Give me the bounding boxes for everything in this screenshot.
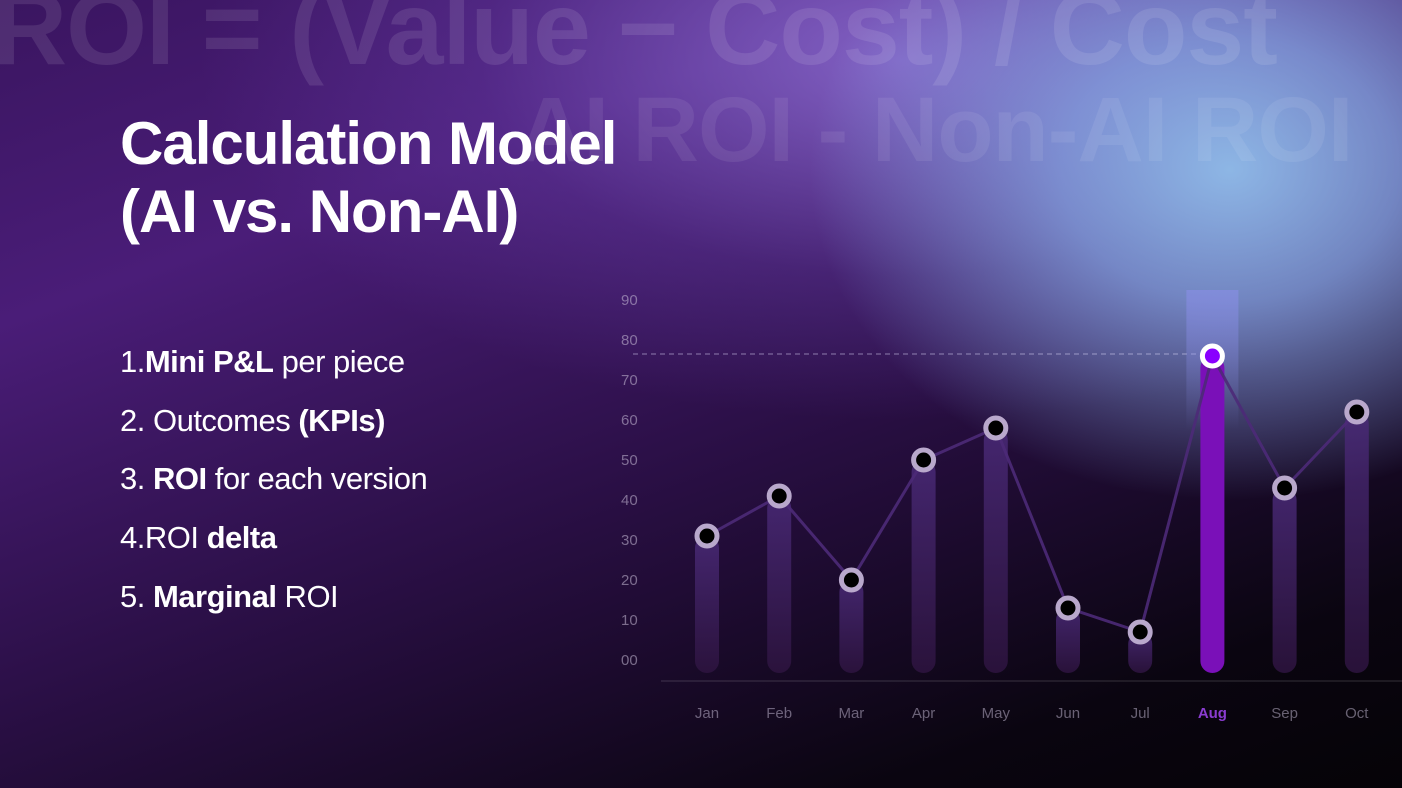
y-tick-label: 10: [621, 612, 638, 629]
x-tick-label: May: [982, 705, 1011, 722]
x-tick-label: Jun: [1056, 705, 1080, 722]
list-emphasis: delta: [206, 520, 277, 556]
data-point-jun: [1055, 595, 1081, 621]
x-tick-label: Feb: [766, 705, 792, 722]
list-number: 3.: [120, 461, 153, 497]
bar-feb: [767, 496, 792, 673]
data-point-mar: [838, 567, 864, 593]
x-tick-label: Oct: [1345, 705, 1369, 722]
y-tick-label: 70: [621, 372, 638, 389]
list-emphasis: Mini P&L: [144, 344, 274, 379]
list-item: 3. ROI for each version: [120, 461, 428, 520]
data-point-feb: [766, 483, 792, 509]
list-number: 4.: [120, 520, 145, 556]
bar-apr: [911, 460, 936, 673]
data-point-apr: [911, 447, 937, 473]
list-text: ROI: [144, 520, 207, 556]
bar-oct: [1344, 412, 1369, 673]
x-tick-label: Aug: [1198, 705, 1227, 722]
bar-may: [983, 428, 1008, 673]
x-tick-label: Jan: [695, 705, 719, 722]
list-number: 5.: [120, 578, 153, 614]
y-tick-label: 50: [621, 452, 638, 469]
y-tick-label: 40: [621, 492, 638, 509]
y-tick-label: 60: [621, 412, 638, 429]
list-emphasis: ROI: [152, 461, 207, 497]
list-emphasis: (KPIs): [298, 402, 385, 438]
list-emphasis: Marginal: [152, 578, 277, 614]
page-title: Calculation Model (AI vs. Non-AI): [120, 110, 617, 246]
data-point-oct: [1344, 399, 1370, 425]
title-line-2: (AI vs. Non-AI): [120, 178, 519, 245]
list-item: 1.Mini P&L per piece: [120, 344, 427, 403]
list-text: for each version: [206, 461, 428, 497]
list-number: 1.: [120, 344, 145, 379]
bar-jan: [695, 536, 719, 673]
x-tick-label: Mar: [838, 705, 864, 722]
steps-list: 1.Mini P&L per piece 2. Outcomes (KPIs) 3.…: [120, 344, 428, 638]
list-item: 5. Marginal ROI: [120, 579, 427, 638]
x-tick-label: Sep: [1271, 705, 1298, 722]
trend-line: [706, 351, 1358, 634]
x-tick-label: Apr: [912, 705, 935, 722]
title-line-1: Calculation Model: [120, 110, 617, 177]
bar-aug: [1200, 356, 1225, 673]
bar-mar: [839, 580, 864, 673]
y-tick-label: 00: [621, 652, 638, 669]
background-formula: ROI = (Value − Cost) / Cost: [0, 0, 1278, 87]
list-number: 2.: [120, 402, 153, 438]
list-item: 2. Outcomes (KPIs): [120, 403, 427, 462]
list-text: ROI: [276, 578, 339, 614]
list-text: Outcomes: [152, 402, 299, 438]
data-point-may: [983, 415, 1009, 441]
y-tick-label: 90: [621, 292, 638, 309]
bar-sep: [1272, 488, 1297, 673]
x-tick-label: Jul: [1131, 705, 1150, 722]
data-point-aug: [1199, 343, 1225, 369]
background-delta-formula: AI ROI - Non-AI ROI: [518, 79, 1353, 181]
list-text: per piece: [273, 344, 406, 379]
y-tick-label: 80: [621, 332, 638, 349]
list-item: 4.ROI delta: [120, 520, 427, 579]
data-point-sep: [1272, 475, 1298, 501]
bar-jun: [1056, 608, 1080, 673]
y-tick-label: 20: [621, 572, 638, 589]
data-point-jan: [694, 523, 720, 549]
y-tick-label: 30: [621, 532, 638, 549]
data-point-jul: [1127, 619, 1153, 645]
